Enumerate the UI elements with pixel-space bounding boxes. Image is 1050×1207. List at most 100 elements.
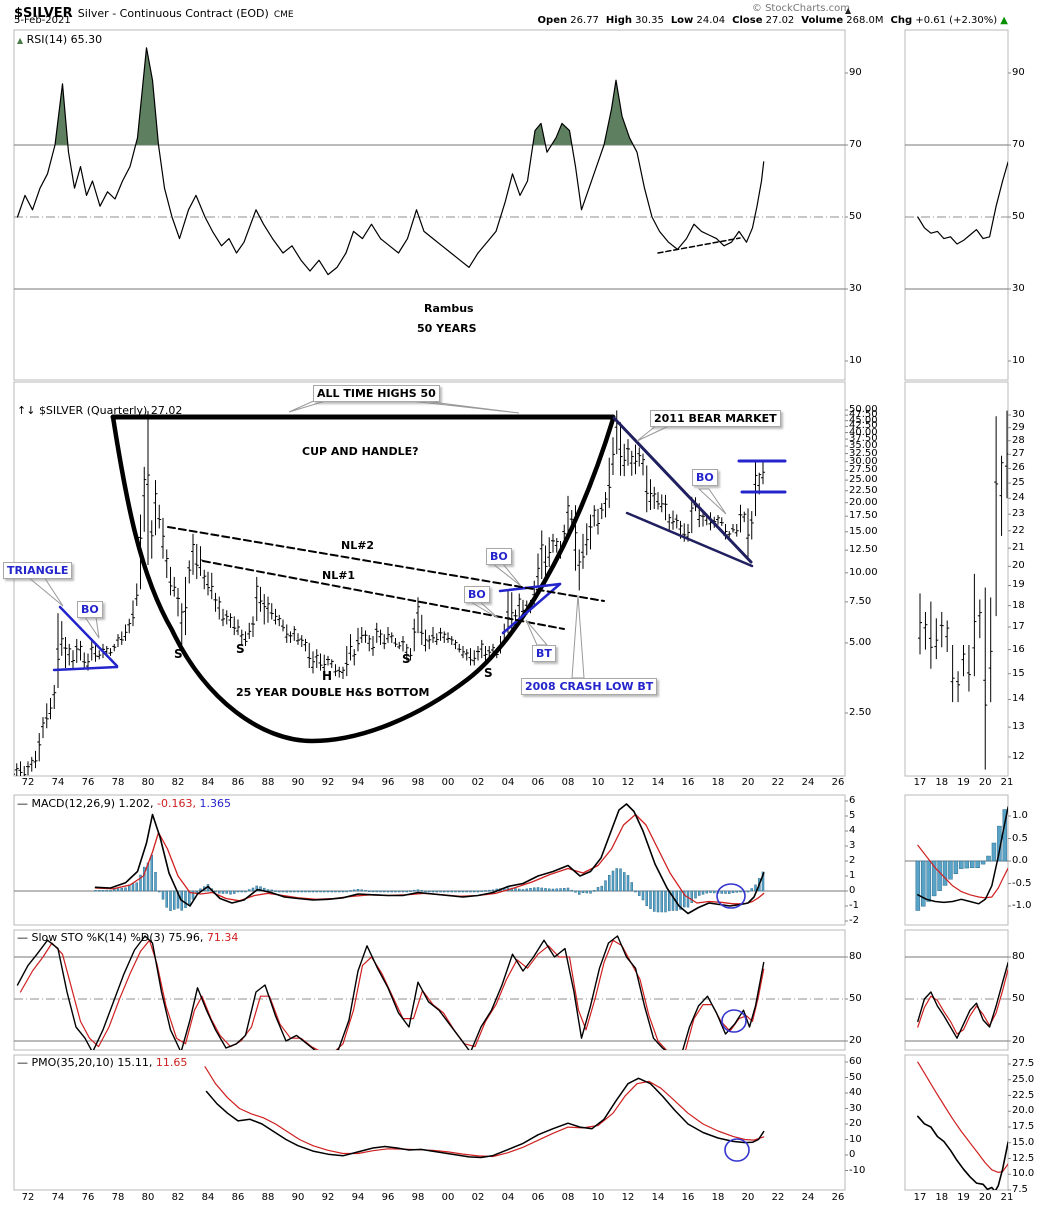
- y-axis-label: 5.00: [849, 636, 872, 648]
- y-axis-label: 27.50: [849, 464, 878, 476]
- x-axis-label: 98: [411, 1192, 425, 1203]
- y-axis-label: 40: [849, 1087, 862, 1098]
- scroll-up-icon: ▲: [845, 6, 852, 15]
- x-axis-label: 18: [935, 1192, 949, 1203]
- quote-label: Low: [670, 15, 694, 26]
- annotation-text: 25 YEAR DOUBLE H&S BOTTOM: [236, 686, 430, 699]
- y-axis-label: 5: [849, 810, 856, 821]
- annotation-text: 50 YEARS: [417, 322, 477, 335]
- y-axis-label: 10: [1012, 355, 1025, 366]
- y-axis-label: 30: [1012, 283, 1025, 294]
- y-axis-label: 50: [1012, 211, 1025, 222]
- x-axis-label: 82: [171, 777, 185, 788]
- chart-header: $SILVER Silver - Continuous Contract (EO…: [14, 2, 294, 21]
- x-axis-label: 06: [531, 777, 545, 788]
- annotation-callout: BO: [486, 548, 512, 565]
- x-axis-label: 74: [51, 1192, 65, 1203]
- y-axis-label: 30.00: [849, 455, 878, 467]
- y-axis-label: 20.00: [849, 496, 878, 508]
- x-axis-label: 16: [681, 777, 695, 788]
- chart-date: 5-Feb-2021: [14, 15, 71, 26]
- y-axis-label: 17.50: [849, 510, 878, 522]
- y-axis-label: 10.00: [849, 566, 878, 578]
- x-axis-label: 12: [621, 1192, 635, 1203]
- quote-label: Close: [732, 15, 763, 26]
- x-axis-label: 88: [261, 1192, 275, 1203]
- x-axis-label: 74: [51, 777, 65, 788]
- y-axis-label: 14: [1012, 693, 1025, 705]
- x-axis-label: 18: [935, 777, 949, 788]
- x-axis-label: 20: [978, 1192, 992, 1203]
- x-axis-label: 14: [651, 777, 665, 788]
- x-axis-label: 08: [561, 777, 575, 788]
- y-axis-label: 32.50: [849, 447, 878, 459]
- quote-value: 268.0M: [843, 15, 884, 26]
- y-axis-label: 90: [1012, 67, 1025, 78]
- line-icon: —: [17, 1056, 28, 1069]
- x-axis-label: 04: [501, 1192, 515, 1203]
- x-axis-label: 86: [231, 777, 245, 788]
- x-axis-label: 04: [501, 777, 515, 788]
- y-axis-label: 0: [849, 1149, 856, 1160]
- x-axis-label: 94: [351, 1192, 365, 1203]
- pmo-label-signal: 11.65: [152, 1056, 188, 1069]
- y-axis-label: 29: [1012, 421, 1025, 433]
- symbol-description: Silver - Continuous Contract (EOD): [77, 7, 269, 20]
- y-axis-label: 20: [1012, 1035, 1025, 1046]
- y-axis-label: 20.0: [1012, 1105, 1035, 1117]
- y-axis-label: 22.5: [1012, 1089, 1035, 1101]
- y-axis-label: 21: [1012, 542, 1025, 554]
- line-icon: —: [17, 797, 28, 810]
- quote-value: 30.35: [632, 15, 664, 26]
- x-axis-label: 72: [21, 777, 35, 788]
- y-axis-label: 27: [1012, 448, 1025, 460]
- y-axis-label: 12.50: [849, 544, 878, 556]
- x-axis-label: 20: [741, 1192, 755, 1203]
- y-axis-label: 30: [1012, 409, 1025, 420]
- y-axis-label: 50: [849, 211, 862, 222]
- x-axis-label: 18: [711, 777, 725, 788]
- y-axis-label: 50.00: [849, 404, 878, 415]
- y-axis-label: -2: [849, 915, 859, 926]
- symbol: $SILVER: [14, 6, 73, 21]
- y-axis-label: 7.50: [849, 595, 872, 607]
- x-axis-label: 20: [741, 777, 755, 788]
- hs-pattern-letter: S: [402, 652, 411, 666]
- x-axis-label: 84: [201, 777, 215, 788]
- quote-value: 24.04: [693, 15, 726, 26]
- sto-label-main: Slow STO %K(14) %D(3) 75.96,: [28, 931, 204, 944]
- rsi-panel-label: ▲ RSI(14) 65.30: [17, 33, 102, 46]
- x-axis-label: 78: [111, 1192, 125, 1203]
- y-axis-label: 6: [849, 795, 856, 806]
- annotation-callout: 2011 BEAR MARKET: [650, 410, 781, 427]
- x-axis-label: 24: [801, 1192, 815, 1203]
- y-axis-label: 17: [1012, 620, 1025, 632]
- annotation-callout: BO: [77, 601, 103, 618]
- y-axis-label: 25.00: [849, 474, 878, 486]
- y-axis-label: 17.5: [1012, 1121, 1035, 1132]
- annotation-callout: 2008 CRASH LOW BT: [521, 678, 658, 695]
- y-axis-label: 60: [849, 1056, 862, 1067]
- y-axis-label: 15.0: [1012, 1136, 1035, 1148]
- y-axis-label: 1: [849, 870, 856, 881]
- y-axis-label: 26: [1012, 462, 1025, 474]
- y-axis-label: 37.50: [849, 433, 878, 445]
- quote-value: 26.77: [567, 15, 599, 26]
- x-axis-label: 19: [957, 1192, 970, 1203]
- x-axis-label: 90: [291, 1192, 305, 1203]
- annotation-callout: TRIANGLE: [3, 562, 73, 579]
- x-axis-label: 10: [591, 777, 605, 788]
- line-icon: —: [17, 931, 28, 944]
- x-axis-label: 00: [441, 777, 455, 788]
- y-axis-label: 4: [849, 825, 856, 836]
- x-axis-label: 24: [801, 777, 815, 788]
- y-axis-label: 35.00: [849, 440, 878, 452]
- x-axis-label: 76: [81, 777, 95, 788]
- x-axis-label: 92: [321, 1192, 335, 1203]
- x-axis-label: 90: [291, 777, 305, 788]
- exchange: CME: [273, 10, 294, 20]
- y-axis-label: -1.0: [1012, 900, 1032, 911]
- y-axis-label: 12: [1012, 751, 1025, 762]
